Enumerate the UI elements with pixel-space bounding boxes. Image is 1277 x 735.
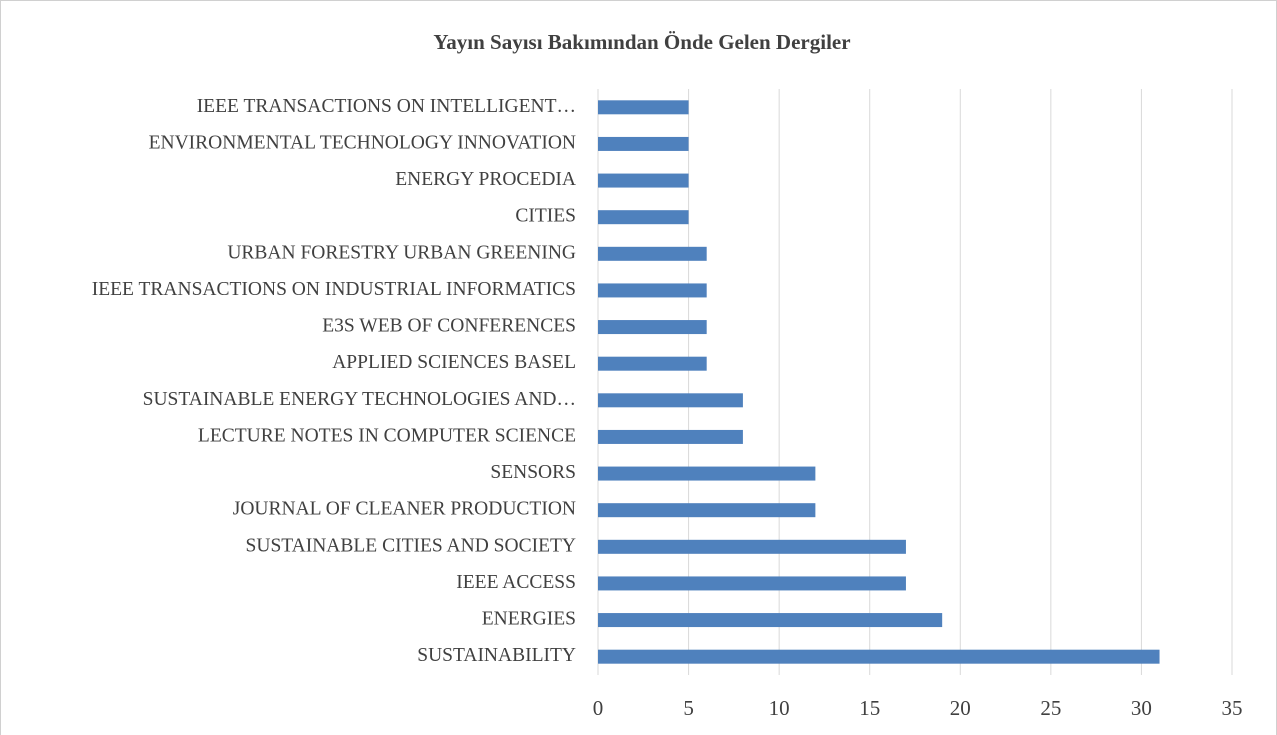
bar (598, 613, 943, 628)
y-tick-label: SUSTAINABLE CITIES AND SOCIETY (246, 535, 576, 556)
y-tick-label: IEEE TRANSACTIONS ON INTELLIGENT… (197, 96, 576, 117)
bar (598, 173, 689, 188)
bar (598, 210, 689, 225)
x-tick-label: 25 (1040, 696, 1061, 720)
bar (598, 503, 816, 518)
y-tick-label: JOURNAL OF CLEANER PRODUCTION (233, 499, 576, 520)
bar (598, 539, 906, 554)
bar (598, 393, 743, 408)
y-tick-label: E3S WEB OF CONFERENCES (322, 316, 576, 337)
bar (598, 283, 707, 298)
bar (598, 356, 707, 371)
chart-title: Yayın Sayısı Bakımından Önde Gelen Dergi… (433, 30, 850, 54)
y-tick-label: ENERGY PROCEDIA (395, 169, 576, 190)
bar (598, 320, 707, 335)
x-tick-label: 10 (769, 696, 790, 720)
y-tick-label: SUSTAINABILITY (417, 645, 576, 666)
y-tick-label: IEEE TRANSACTIONS ON INDUSTRIAL INFORMAT… (92, 279, 576, 300)
x-tick-label: 15 (859, 696, 880, 720)
y-tick-label: CITIES (515, 206, 576, 227)
bar (598, 136, 689, 151)
x-tick-label: 20 (950, 696, 971, 720)
bar (598, 649, 1160, 664)
x-tick-label: 5 (683, 696, 694, 720)
y-tick-label: APPLIED SCIENCES BASEL (332, 352, 576, 373)
y-tick-label: LECTURE NOTES IN COMPUTER SCIENCE (198, 425, 576, 446)
y-tick-label: URBAN FORESTRY URBAN GREENING (227, 242, 576, 263)
bar (598, 246, 707, 261)
x-tick-label: 30 (1131, 696, 1152, 720)
y-tick-label: ENVIRONMENTAL TECHNOLOGY INNOVATION (149, 132, 576, 153)
y-tick-label: IEEE ACCESS (456, 572, 576, 593)
bar (598, 100, 689, 115)
y-tick-label: SUSTAINABLE ENERGY TECHNOLOGIES AND… (143, 389, 576, 410)
bar (598, 429, 743, 444)
x-tick-label: 35 (1222, 696, 1243, 720)
bar (598, 466, 816, 481)
bar (598, 576, 906, 591)
y-tick-label: ENERGIES (482, 609, 576, 630)
y-tick-label: SENSORS (490, 462, 576, 483)
x-tick-label: 0 (593, 696, 604, 720)
